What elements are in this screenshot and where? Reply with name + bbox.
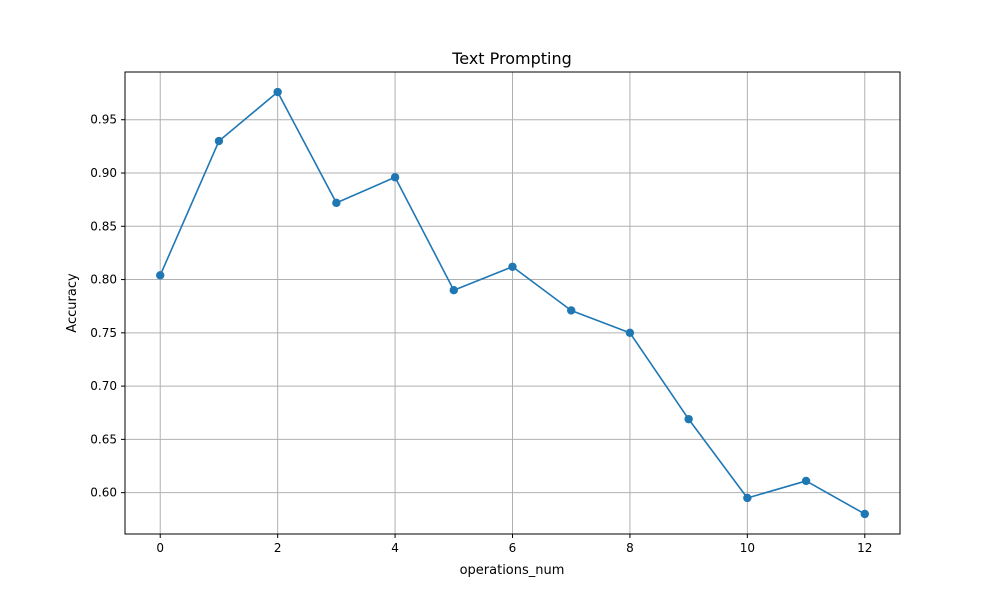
data-point [860, 509, 869, 519]
x-tick-label: 4 [391, 541, 399, 555]
x-tick-label: 6 [509, 541, 517, 555]
data-point [390, 173, 400, 182]
x-tick-label: 8 [626, 541, 634, 555]
y-tick-label: 0.90 [90, 166, 117, 180]
data-point [567, 306, 576, 315]
plot-area [156, 87, 869, 519]
x-tick-label: 10 [740, 541, 755, 555]
y-tick-label: 0.65 [90, 432, 117, 446]
y-tick-label: 0.60 [90, 486, 117, 500]
x-tick-label: 2 [274, 541, 282, 555]
data-point [449, 286, 458, 295]
chart-title: Text Prompting [451, 49, 572, 68]
data-point [508, 262, 517, 271]
data-point [273, 87, 282, 97]
data-point [743, 493, 752, 503]
data-point [214, 136, 224, 146]
grid [125, 72, 900, 534]
x-axis-label: operations_num [460, 563, 565, 578]
y-axis: 0.60 0.65 0.70 0.75 0.80 0.85 0.90 0.95 [90, 113, 125, 500]
data-point [625, 328, 635, 338]
y-tick-label: 0.85 [90, 219, 117, 233]
y-tick-label: 0.80 [90, 273, 117, 287]
x-tick-label: 12 [857, 541, 872, 555]
y-tick-label: 0.95 [90, 113, 117, 127]
data-point [332, 198, 341, 208]
x-axis: 0 2 4 6 8 10 12 [156, 534, 872, 555]
data-point [156, 271, 165, 280]
y-tick-label: 0.70 [90, 379, 117, 393]
y-tick-label: 0.75 [90, 326, 117, 340]
x-tick-label: 0 [156, 541, 164, 555]
y-axis-label: Accuracy [65, 273, 80, 333]
data-point [801, 476, 811, 486]
data-point [684, 414, 693, 424]
